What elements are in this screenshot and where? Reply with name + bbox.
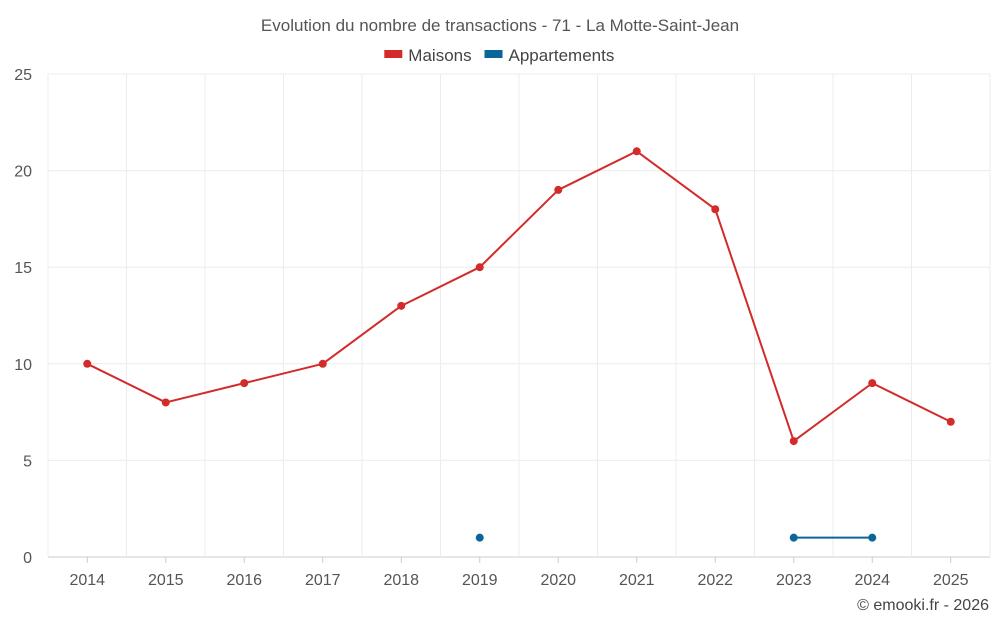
data-point-maisons	[711, 205, 720, 214]
data-point-maisons	[83, 359, 92, 368]
x-tick-label: 2019	[462, 572, 498, 589]
legend-label-appartements: Appartements	[509, 46, 615, 65]
data-point-maisons	[318, 359, 327, 368]
x-tick-label: 2025	[933, 572, 969, 589]
data-point-maisons	[632, 147, 641, 156]
data-point-maisons	[161, 398, 170, 407]
x-tick-label: 2021	[619, 572, 655, 589]
y-tick-label: 10	[14, 357, 32, 374]
data-point-appartements	[789, 533, 798, 542]
chart-title: Evolution du nombre de transactions - 71…	[261, 16, 739, 35]
grid	[47, 73, 991, 558]
x-tick-label: 2020	[540, 572, 576, 589]
credit-text: © emooki.fr - 2026	[857, 597, 989, 614]
y-tick-label: 25	[14, 67, 32, 84]
x-tick-label: 2018	[383, 572, 419, 589]
data-point-maisons	[554, 185, 563, 194]
data-point-maisons	[789, 437, 798, 446]
y-tick-label: 0	[23, 550, 32, 567]
x-tick-label: 2023	[776, 572, 812, 589]
y-tick-label: 15	[14, 260, 32, 277]
plot-area	[83, 147, 955, 542]
legend: Maisons Appartements	[384, 46, 614, 65]
data-point-appartements	[868, 533, 877, 542]
x-tick-label: 2016	[226, 572, 262, 589]
y-tick-label: 5	[23, 453, 32, 470]
legend-swatch-maisons	[384, 50, 403, 58]
x-tick-label: 2024	[854, 572, 890, 589]
data-point-maisons	[475, 263, 484, 272]
x-tick-label: 2022	[697, 572, 733, 589]
data-point-maisons	[397, 301, 406, 310]
x-axis: 2014 2015 2016 2017 2018 2019 2020 2021 2022 2023…	[69, 557, 969, 589]
data-point-maisons	[946, 417, 955, 426]
legend-swatch-appartements	[484, 50, 503, 58]
data-point-maisons	[240, 379, 249, 388]
legend-label-maisons: Maisons	[408, 46, 471, 65]
x-tick-label: 2015	[148, 572, 184, 589]
x-tick-label: 2014	[69, 572, 105, 589]
data-point-maisons	[868, 379, 877, 388]
y-axis: 0 5 10 15 20 25	[14, 67, 32, 567]
y-tick-label: 20	[14, 164, 32, 181]
data-point-appartements	[475, 533, 484, 542]
series-line-maisons	[86, 150, 952, 443]
x-tick-label: 2017	[305, 572, 341, 589]
